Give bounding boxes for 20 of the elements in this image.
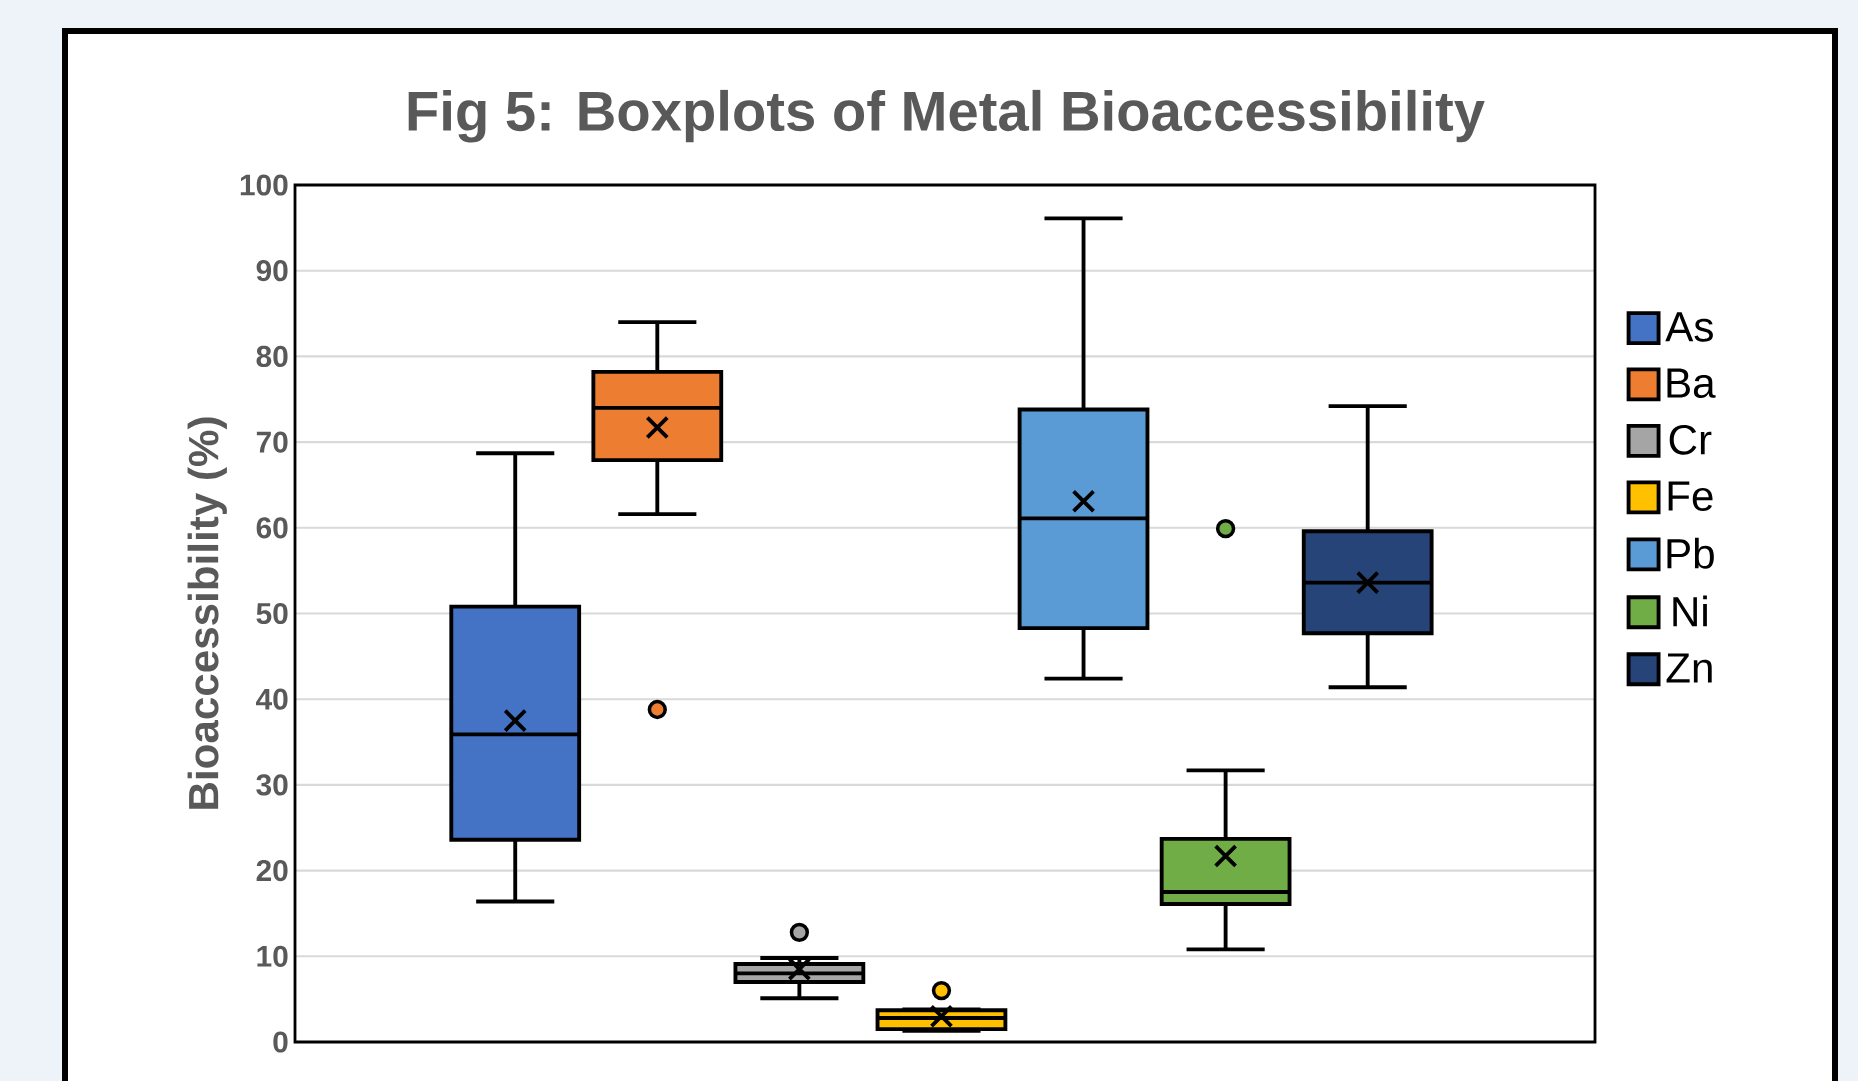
y-tick-label: 10	[257, 945, 288, 967]
legend-label: As	[1665, 312, 1713, 342]
legend-label: Ba	[1667, 368, 1716, 399]
legend-label: Zn	[1666, 653, 1712, 683]
y-tick-label: 70	[256, 431, 288, 453]
y-tick-label: 0	[273, 1031, 288, 1053]
y-axis-title: Bioaccessibility (%)	[187, 417, 227, 809]
y-tick-label: 20	[256, 860, 288, 882]
legend-label: Pb	[1667, 537, 1714, 569]
y-tick-label: 30	[256, 774, 288, 796]
y-tick-label: 100	[240, 174, 288, 196]
y-tick-label: 50	[256, 602, 288, 625]
y-tick-label: 90	[256, 260, 288, 282]
y-tick-label: 80	[256, 345, 288, 367]
y-tick-label: 60	[256, 517, 288, 539]
legend-label: Fe	[1668, 481, 1713, 511]
chart-title: Fig 5: Boxplots of Metal Bioaccessibility	[408, 89, 1485, 143]
y-tick-label: 40	[256, 688, 288, 710]
legend-label: Ni	[1673, 595, 1707, 627]
legend-label: Cr	[1669, 424, 1712, 455]
